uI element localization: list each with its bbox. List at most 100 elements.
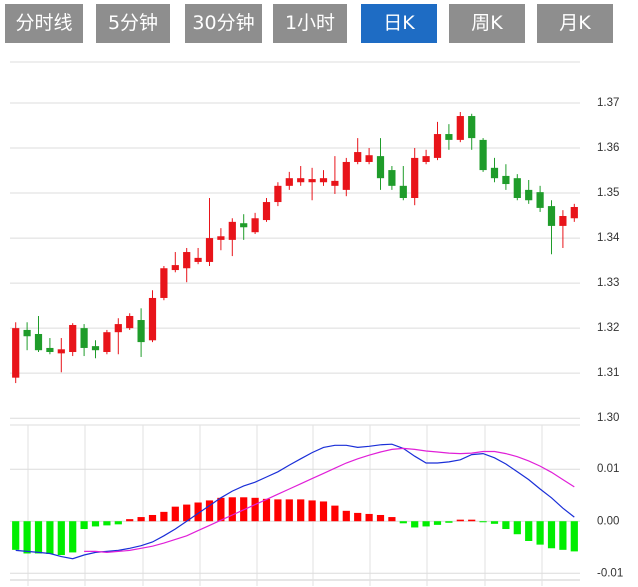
candle-body bbox=[502, 175, 510, 185]
macd-bar bbox=[183, 504, 191, 522]
macd-bar bbox=[137, 517, 145, 522]
period-tab[interactable]: 5分钟 bbox=[96, 4, 170, 43]
candle-body bbox=[285, 178, 293, 186]
candle-body bbox=[23, 329, 31, 337]
period-tab[interactable]: 30分钟 bbox=[185, 4, 262, 43]
macd-bar bbox=[331, 505, 339, 522]
macd-bar bbox=[570, 521, 578, 552]
candle-body bbox=[46, 347, 54, 353]
y-tick-label: 1.30 bbox=[597, 412, 619, 424]
macd-bar bbox=[228, 497, 236, 522]
candle-body bbox=[411, 157, 419, 198]
macd-bar bbox=[285, 499, 293, 522]
macd-bar bbox=[34, 521, 43, 554]
candle-body bbox=[228, 221, 236, 240]
vertical-grid bbox=[27, 425, 543, 586]
candle-body bbox=[160, 268, 168, 298]
candle-body bbox=[57, 349, 65, 354]
candle-body bbox=[69, 324, 77, 353]
candle-body bbox=[194, 257, 202, 262]
candle-body bbox=[251, 218, 259, 233]
macd-bar bbox=[57, 521, 65, 556]
period-tab[interactable]: 1小时 bbox=[273, 4, 347, 43]
y-tick-label: -0.01 bbox=[597, 567, 623, 579]
macd-bar bbox=[171, 506, 179, 522]
candle-body bbox=[217, 236, 225, 240]
candle-body bbox=[479, 139, 487, 171]
candle-body bbox=[399, 185, 407, 198]
macd-bar bbox=[69, 521, 77, 553]
y-tick-label: 1.32 bbox=[597, 322, 619, 334]
macd-bar bbox=[251, 497, 259, 522]
macd-bar bbox=[445, 521, 453, 523]
macd-bar bbox=[91, 521, 100, 527]
macd-bar bbox=[319, 501, 328, 522]
candle-body bbox=[171, 265, 179, 271]
macd-bar bbox=[536, 521, 544, 545]
macd-bar bbox=[399, 521, 407, 524]
candle-body bbox=[331, 180, 339, 186]
macd-bar bbox=[103, 521, 111, 526]
macd-bar bbox=[114, 521, 122, 525]
y-tick-label: 1.37 bbox=[597, 97, 619, 109]
macd-bar bbox=[388, 517, 396, 522]
macd-bar bbox=[126, 519, 134, 522]
macd-line bbox=[15, 443, 575, 560]
macd-bar bbox=[194, 502, 202, 522]
candle-body bbox=[148, 297, 157, 341]
candle-body bbox=[525, 189, 533, 201]
macd-bar bbox=[46, 521, 54, 554]
macd-bar bbox=[297, 499, 305, 522]
candle-body bbox=[262, 202, 271, 221]
macd-bar bbox=[411, 521, 419, 528]
candle-body bbox=[490, 167, 499, 179]
candle-body bbox=[570, 207, 578, 219]
macd-bar bbox=[262, 498, 271, 522]
candle-body bbox=[422, 156, 430, 162]
macd-bar bbox=[148, 514, 157, 522]
candle-body bbox=[91, 346, 100, 351]
candle-body bbox=[34, 333, 43, 351]
candle-body bbox=[456, 116, 464, 140]
macd-bar bbox=[376, 514, 385, 522]
candle-body bbox=[183, 252, 191, 269]
candle-body bbox=[513, 178, 521, 198]
period-tab[interactable]: 周K bbox=[449, 4, 525, 43]
macd-bar bbox=[342, 510, 350, 522]
macd-bar bbox=[354, 512, 362, 522]
candle-body bbox=[137, 320, 145, 343]
macd-bar bbox=[468, 519, 476, 522]
candle-body bbox=[433, 134, 442, 158]
macd-bar bbox=[12, 521, 20, 550]
y-tick-label: 1.35 bbox=[597, 187, 619, 199]
y-tick-label: 1.31 bbox=[597, 367, 619, 379]
y-tick-label: 0.00 bbox=[597, 515, 619, 527]
candle-body bbox=[536, 192, 544, 208]
macd-bar bbox=[547, 521, 556, 549]
y-tick-label: 1.33 bbox=[597, 277, 619, 289]
macd-bar bbox=[80, 521, 88, 530]
period-tab[interactable]: 分时线 bbox=[5, 4, 83, 43]
macd-bar bbox=[513, 521, 521, 535]
candle-body bbox=[445, 134, 453, 140]
candle-body bbox=[388, 170, 396, 186]
candle-body bbox=[559, 216, 567, 226]
candle-body bbox=[205, 238, 214, 262]
candle-body bbox=[274, 185, 282, 203]
y-tick-label: 1.34 bbox=[597, 232, 620, 244]
macd-bar bbox=[274, 499, 282, 522]
candle-body bbox=[468, 116, 476, 139]
candle-body bbox=[354, 152, 362, 162]
candle-body bbox=[240, 223, 248, 228]
candle-body bbox=[80, 328, 88, 348]
candle-body bbox=[103, 332, 111, 353]
macd-bar bbox=[502, 521, 510, 530]
macd-bar bbox=[479, 521, 487, 523]
period-tab[interactable]: 月K bbox=[537, 4, 613, 43]
period-tab[interactable]: 日K bbox=[361, 4, 437, 43]
macd-bar bbox=[422, 521, 430, 527]
macd-bar bbox=[525, 521, 533, 541]
candle-body bbox=[365, 155, 373, 162]
